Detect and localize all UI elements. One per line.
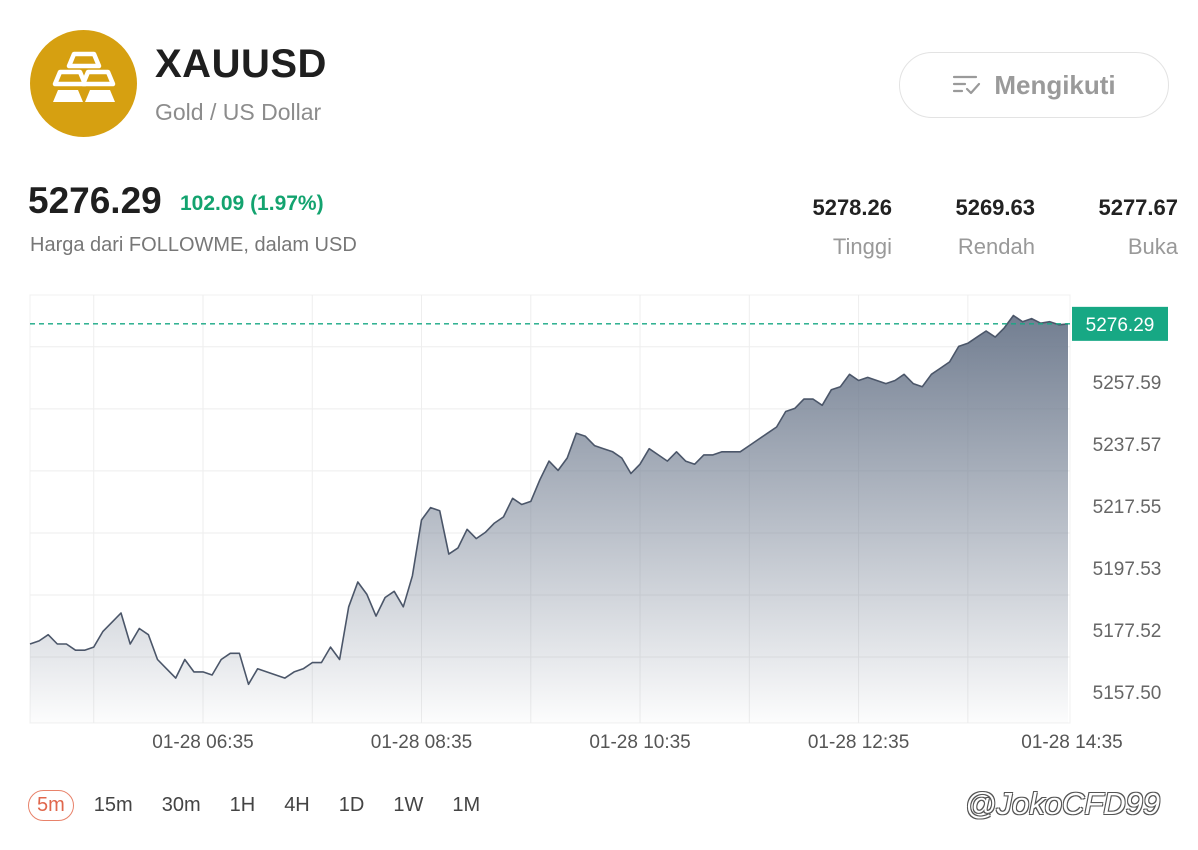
price-area-fill	[30, 315, 1068, 723]
y-tick-label: 5177.52	[1093, 621, 1162, 642]
stat-low-value: 5269.63	[955, 195, 1035, 220]
y-tick-label: 5257.59	[1093, 373, 1162, 394]
price-change: 102.09 (1.97%)	[180, 192, 324, 215]
price-source-note: Harga dari FOLLOWME, dalam USD	[30, 234, 357, 256]
timeframe-tab-30m[interactable]: 30m	[161, 794, 201, 816]
symbol-title: XAUUSD	[155, 42, 327, 86]
timeframe-tab-15m[interactable]: 15m	[93, 794, 133, 816]
timeframe-tab-1W[interactable]: 1W	[393, 794, 424, 816]
gold-bars-logo	[30, 30, 137, 137]
follow-button-label: Mengikuti	[994, 69, 1116, 100]
follow-list-icon	[953, 75, 981, 95]
timeframe-tab-4H[interactable]: 4H	[284, 794, 310, 816]
symbol-subtitle: Gold / US Dollar	[155, 99, 322, 125]
last-price-label: 5276.29	[1086, 315, 1155, 336]
x-tick-label: 01-28 10:35	[589, 732, 690, 753]
timeframe-tab-1M[interactable]: 1M	[452, 794, 481, 816]
price-line	[29, 314, 1069, 686]
x-tick-label: 01-28 14:35	[1021, 732, 1122, 753]
y-tick-label: 5217.55	[1093, 497, 1162, 518]
stat-open-value: 5277.67	[1098, 195, 1178, 220]
y-tick-label: 5197.53	[1093, 559, 1162, 580]
stat-high-value: 5278.26	[812, 195, 892, 220]
timeframe-tab-1H[interactable]: 1H	[229, 794, 256, 816]
watermark: @JokoCFD99	[965, 786, 1161, 821]
stat-open: 5277.67 Buka	[1098, 195, 1178, 260]
current-price: 5276.29	[28, 180, 162, 221]
price-chart[interactable]: 5257.59 5237.57 5217.55 5197.53 5177.52 5157.…	[0, 290, 1198, 760]
stat-low: 5269.63 Rendah	[955, 195, 1035, 260]
stat-open-label: Buka	[1127, 234, 1178, 259]
y-tick-label: 5157.50	[1093, 683, 1162, 704]
follow-button[interactable]: Mengikuti	[899, 52, 1169, 118]
stat-high: 5278.26 Tinggi	[812, 195, 892, 260]
x-tick-label: 01-28 06:35	[152, 732, 253, 753]
gold-bars-icon	[52, 51, 116, 102]
stat-high-label: Tinggi	[832, 234, 892, 259]
last-price-badge	[1072, 306, 1168, 341]
stat-low-label: Rendah	[957, 234, 1035, 259]
timeframe-tab-5m[interactable]: 5m	[28, 790, 74, 821]
y-tick-label: 5237.57	[1093, 435, 1162, 456]
x-tick-label: 01-28 08:35	[371, 732, 472, 753]
timeframe-tab-1D[interactable]: 1D	[338, 794, 365, 816]
timeframe-tabs: 5m 15m 30m 1H 4H 1D 1W 1M	[28, 790, 500, 821]
x-tick-label: 01-28 12:35	[808, 732, 909, 753]
